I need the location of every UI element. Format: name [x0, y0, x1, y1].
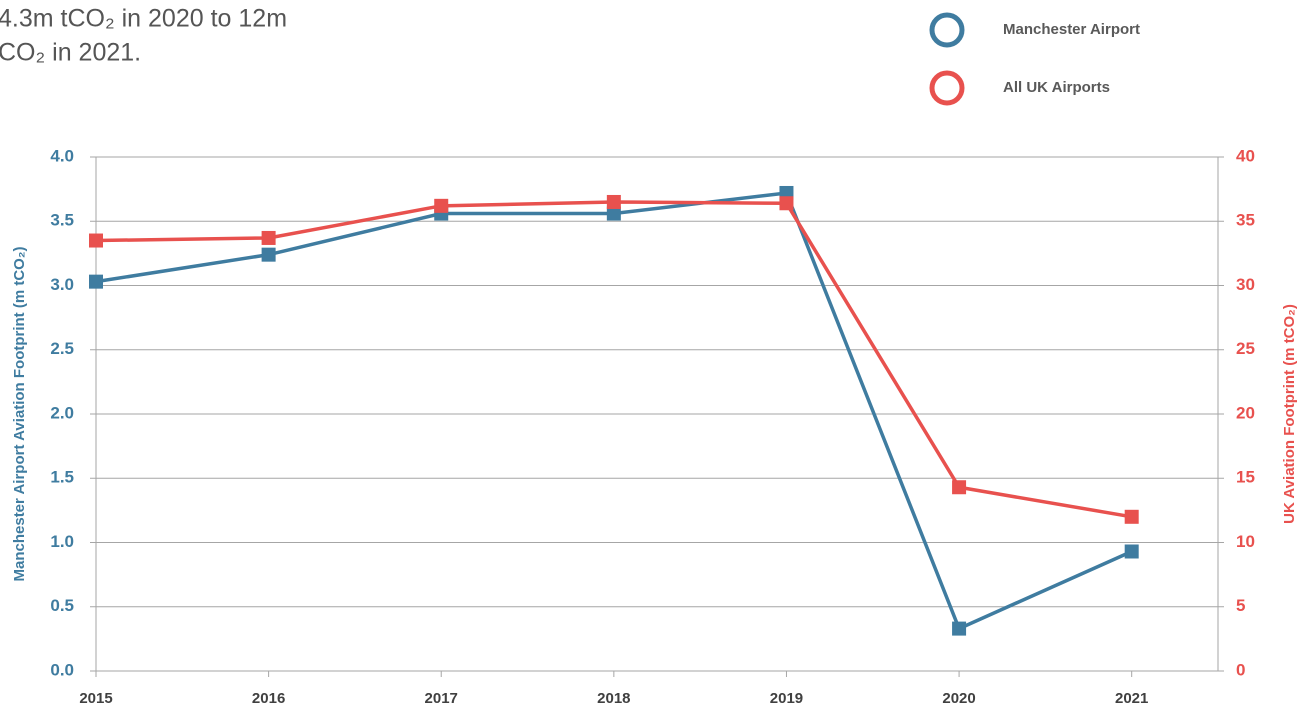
y2-tick-label: 15 [1236, 468, 1255, 487]
y-tick-label: 2.0 [50, 403, 74, 422]
y-tick-label: 3.5 [50, 211, 74, 230]
x-tick-label: 2016 [252, 690, 285, 707]
y2-tick-label: 30 [1236, 275, 1255, 294]
point-marker [952, 621, 967, 636]
point-marker [89, 233, 103, 248]
y2-tick-label: 25 [1236, 339, 1255, 358]
annotation: CO₂ in 2021. [0, 39, 141, 67]
point-marker [89, 274, 103, 289]
point-marker [606, 194, 621, 209]
x-tick-label: 2018 [597, 690, 630, 707]
y-tick-label: 4.0 [50, 146, 74, 165]
y2-axis-label: UK Aviation Footprint (m tCO₂) [1281, 304, 1298, 524]
y-axis-label: Manchester Airport Aviation Footprint (m… [11, 247, 28, 582]
x-tick-label: 2017 [425, 690, 458, 707]
point-marker [261, 230, 276, 245]
y-tick-label: 0.0 [50, 660, 74, 679]
y2-tick-label: 40 [1236, 146, 1255, 165]
point-marker [952, 480, 967, 495]
point-marker [606, 206, 621, 221]
legend-marker [929, 12, 965, 48]
y-tick-label: 2.5 [50, 339, 74, 358]
y2-tick-label: 10 [1236, 532, 1255, 551]
y-tick-label: 0.5 [50, 596, 74, 615]
legend-label: All UK Airports [1003, 79, 1110, 96]
annotation: 4.3m tCO₂ in 2020 to 12m [0, 5, 287, 33]
series-line [95, 191, 1133, 631]
x-tick-label: 2020 [942, 690, 975, 707]
y-tick-label: 1.5 [50, 468, 74, 487]
point-marker [1124, 544, 1139, 559]
point-marker [1124, 509, 1139, 524]
point-marker [434, 198, 449, 213]
y2-tick-label: 20 [1236, 403, 1255, 422]
series-line [95, 200, 1132, 519]
legend-label: Manchester Airport [1003, 21, 1140, 38]
legend-marker [929, 70, 965, 106]
y-tick-label: 3.0 [50, 275, 74, 294]
y2-tick-label: 35 [1236, 211, 1255, 230]
point-marker [261, 247, 276, 262]
x-tick-label: 2015 [79, 690, 112, 707]
y2-tick-label: 0 [1236, 660, 1245, 679]
y2-tick-label: 5 [1236, 596, 1245, 615]
point-marker [779, 196, 794, 211]
x-tick-label: 2021 [1115, 690, 1148, 707]
y-tick-label: 1.0 [50, 532, 74, 551]
x-tick-label: 2019 [770, 690, 803, 707]
